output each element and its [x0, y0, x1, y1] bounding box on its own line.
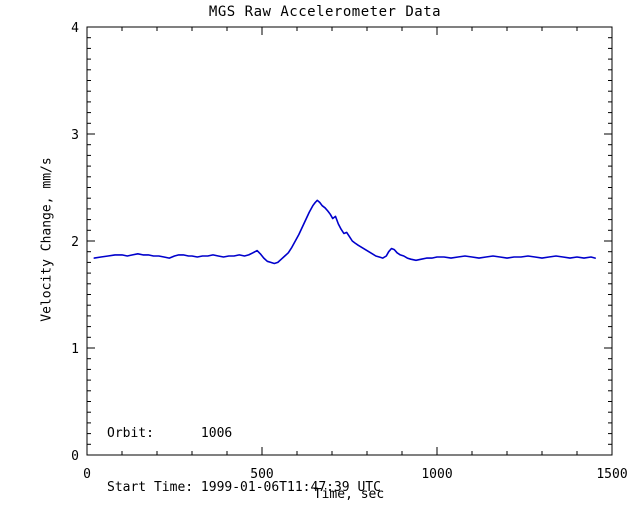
y-axis-label: Velocity Change, mm/s [39, 157, 55, 322]
y-tick-labels: 0 1 2 3 4 [71, 21, 79, 464]
velocity-change-trace [93, 199, 597, 265]
y-tick-label: 0 [71, 449, 79, 464]
y-tick-label: 2 [71, 235, 79, 250]
annotation-block: Orbit: 1006 Start Time: 1999-01-06T11:47… [107, 389, 381, 512]
axis-ticks [86, 26, 613, 456]
data-series-line [93, 199, 597, 265]
x-tick-label: 1500 [596, 467, 627, 482]
annotation-orbit: Orbit: 1006 [107, 426, 233, 441]
y-tick-label: 3 [71, 128, 79, 143]
y-tick-label: 4 [71, 21, 79, 36]
chart-title: MGS Raw Accelerometer Data [208, 4, 442, 20]
annotation-start-time: Start Time: 1999-01-06T11:47:39 UTC [107, 480, 381, 495]
x-tick-label: 1000 [421, 467, 452, 482]
y-tick-label: 1 [71, 342, 79, 357]
x-tick-label: 0 [83, 467, 91, 482]
x-tick-label: 500 [250, 467, 273, 482]
x-tick-labels: 0 500 1000 1500 [83, 467, 628, 482]
x-axis-label: Time, sec [313, 487, 385, 502]
